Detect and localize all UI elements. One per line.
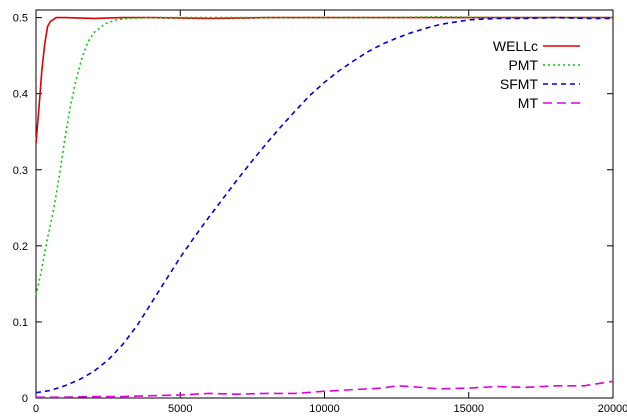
x-tick-label: 20000 (598, 403, 627, 415)
legend: WELLc PMT SFMT MT (493, 38, 580, 111)
y-tick-label: 0.2 (13, 241, 28, 253)
y-tick-label: 0.5 (13, 13, 28, 25)
axis-ticks: 0 5000 10000 15000 20000 0 0.1 0.2 0.3 0.4 0.5 (13, 10, 627, 415)
legend-label-mt: MT (518, 95, 539, 111)
series-lines (35, 15, 614, 398)
legend-label-pmt: PMT (508, 57, 538, 73)
x-tick-label: 0 (33, 403, 39, 415)
series-line-sfmt (35, 16, 613, 394)
x-tick-label: 15000 (453, 403, 484, 415)
y-tick-label: 0.3 (13, 165, 28, 177)
legend-label-wellc: WELLc (493, 38, 538, 54)
y-tick-label: 0 (22, 393, 28, 405)
legend-label-sfmt: SFMT (500, 76, 539, 92)
series-line-wellc (35, 16, 613, 144)
series-line-mt (36, 380, 614, 398)
series-line-pmt (35, 15, 613, 296)
y-tick-label: 0.4 (13, 89, 28, 101)
x-tick-label: 5000 (168, 403, 192, 415)
x-tick-label: 10000 (309, 403, 340, 415)
y-tick-label: 0.1 (13, 317, 28, 329)
